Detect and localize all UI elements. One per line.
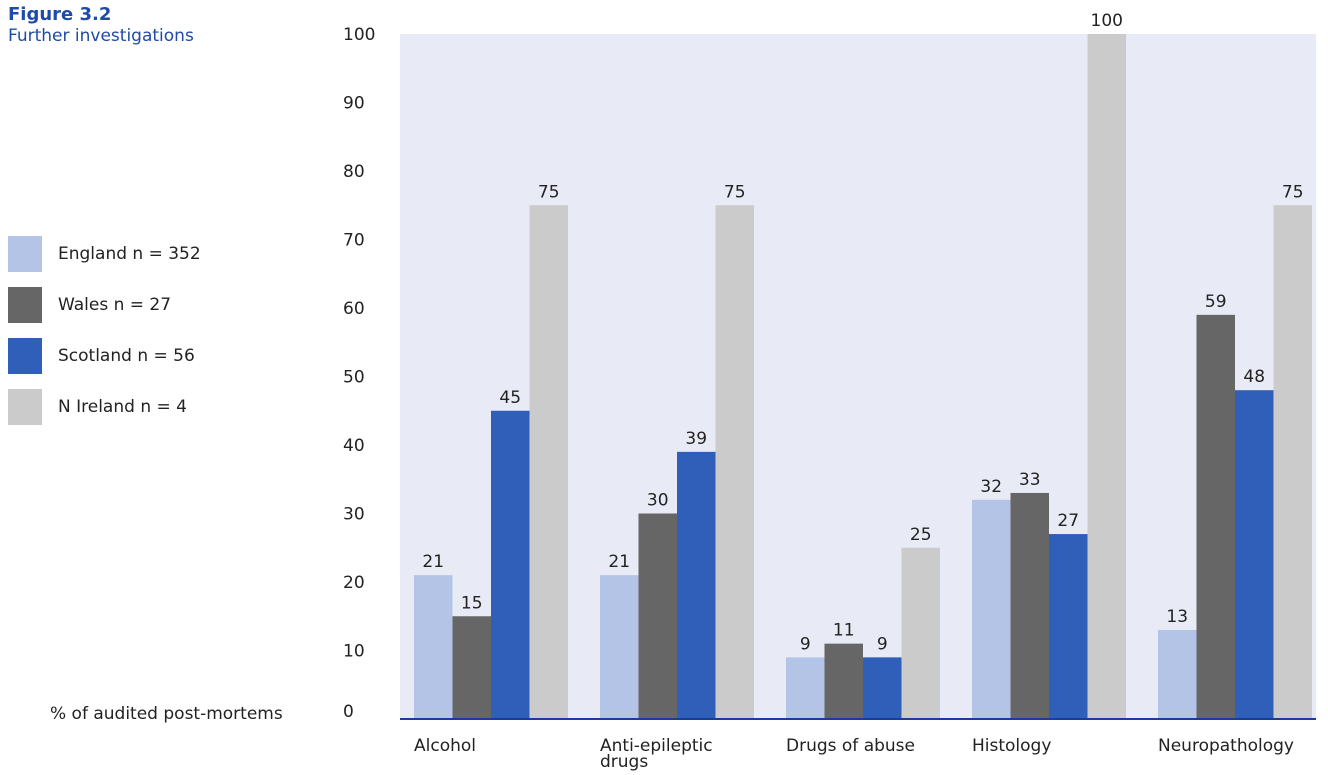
data-label: 75 [538, 182, 560, 202]
data-label: 27 [1057, 511, 1079, 531]
bar-england [414, 575, 453, 719]
data-label: 9 [877, 634, 888, 654]
y-tick-label: 40 [343, 436, 365, 456]
y-tick-label: 20 [343, 573, 365, 593]
data-label: 39 [685, 429, 707, 449]
x-tick-label: Alcohol [414, 736, 476, 756]
bar-scotland [863, 657, 902, 719]
bar-n-ireland [1274, 205, 1313, 719]
bar-england [1158, 630, 1197, 719]
y-tick-label: 30 [343, 505, 365, 525]
data-label: 32 [980, 477, 1002, 497]
bar-england [972, 500, 1011, 719]
y-tick-label: 50 [343, 368, 365, 388]
data-label: 45 [499, 388, 521, 408]
y-tick-label: 0 [343, 702, 354, 722]
data-label: 75 [724, 182, 746, 202]
bar-england [600, 575, 639, 719]
x-tick-label: Drugs of abuse [786, 736, 915, 756]
bar-n-ireland [530, 205, 569, 719]
data-label: 25 [910, 525, 932, 545]
bar-wales [639, 514, 678, 720]
y-tick-label: 60 [343, 299, 365, 319]
bar-scotland [677, 452, 716, 719]
x-tick-label: Histology [972, 736, 1051, 756]
data-label: 75 [1282, 182, 1304, 202]
data-label: 13 [1166, 607, 1188, 627]
data-label: 9 [800, 634, 811, 654]
bar-england [786, 657, 825, 719]
data-label: 15 [461, 593, 483, 613]
data-label: 30 [647, 491, 669, 511]
data-label: 11 [833, 621, 855, 641]
y-tick-label: 90 [343, 94, 365, 114]
bar-scotland [1235, 390, 1274, 719]
data-label: 21 [608, 552, 630, 572]
x-tick-label: Neuropathology [1158, 736, 1294, 756]
bar-wales [1011, 493, 1050, 719]
bar-wales [825, 644, 864, 719]
y-tick-label: 70 [343, 231, 365, 251]
bar-scotland [491, 411, 530, 719]
y-tick-label: 80 [343, 162, 365, 182]
y-tick-label: 100 [343, 25, 375, 45]
x-tick-label: Anti-epileptic drugs [600, 736, 713, 772]
bar-wales [453, 616, 492, 719]
bar-wales [1197, 315, 1236, 719]
data-label: 48 [1243, 367, 1265, 387]
bar-scotland [1049, 534, 1088, 719]
bar-n-ireland [716, 205, 755, 719]
bar-n-ireland [1088, 34, 1127, 719]
data-label: 33 [1019, 470, 1041, 490]
data-label: 100 [1091, 11, 1123, 31]
data-label: 21 [422, 552, 444, 572]
data-label: 59 [1205, 292, 1227, 312]
y-tick-label: 10 [343, 642, 365, 662]
bar-n-ireland [902, 548, 941, 719]
